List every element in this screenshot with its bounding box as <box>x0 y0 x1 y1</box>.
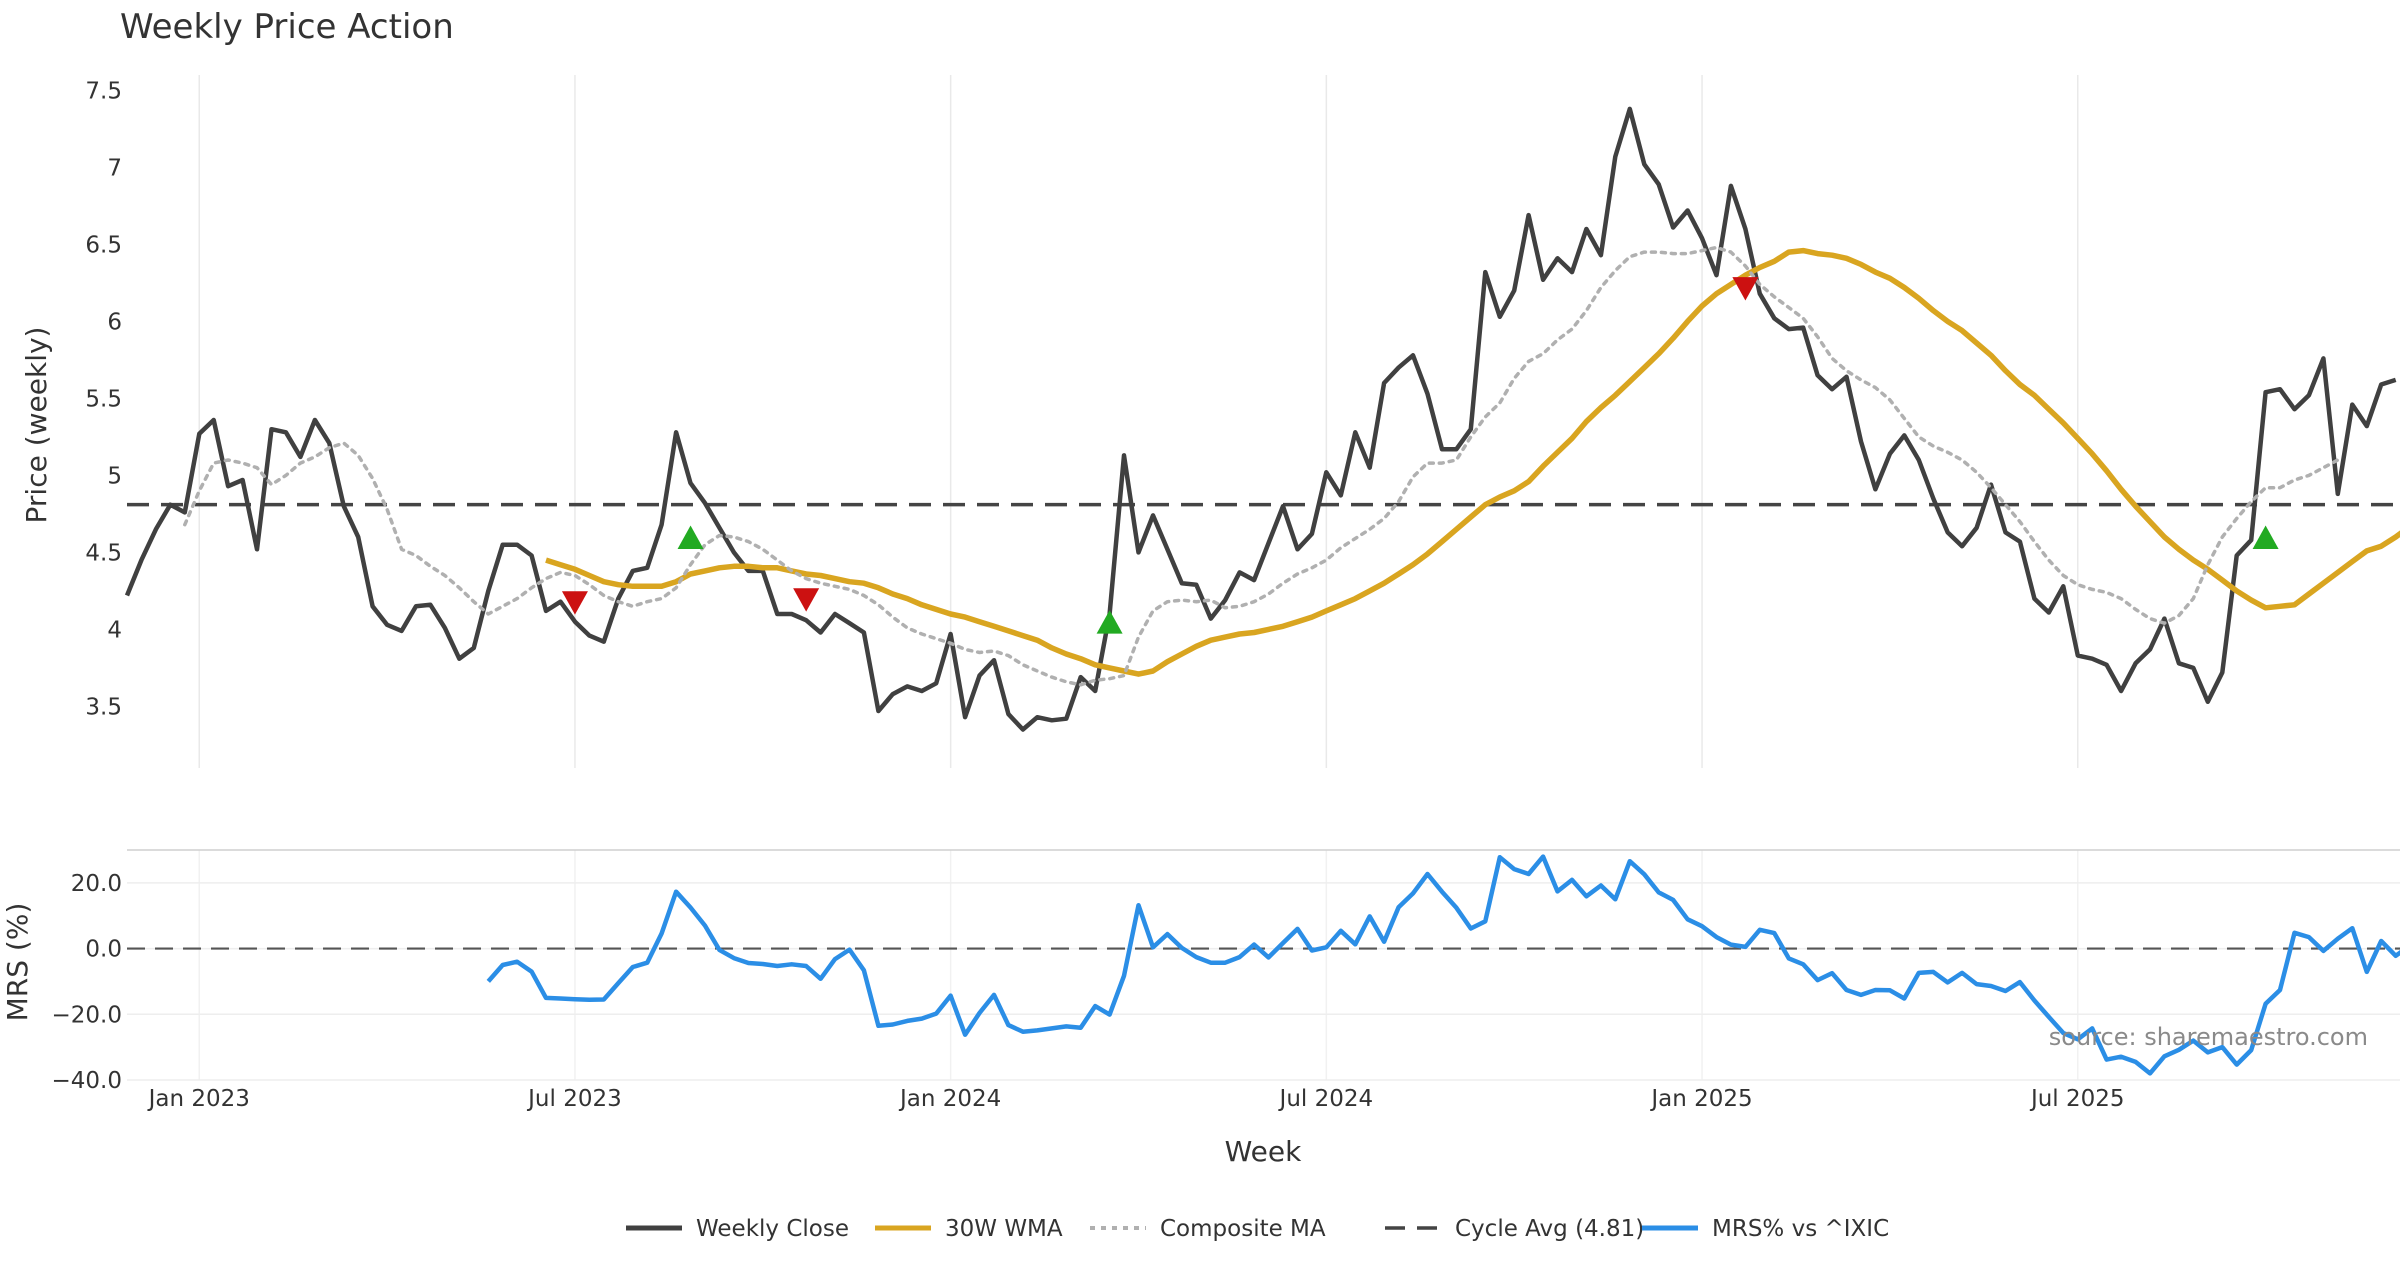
series-line-30w-wma <box>545 247 2400 677</box>
legend-entry: MRS% vs ^IXIC <box>1642 1216 1889 1242</box>
buy-signal-marker <box>677 525 704 549</box>
legend-entry: Composite MA <box>1090 1216 1326 1242</box>
price-y-tick-label: 6.5 <box>85 232 122 258</box>
buy-signal-marker <box>2252 525 2279 549</box>
series-line-weekly-close <box>124 106 2397 732</box>
legend-entry: 30W WMA <box>875 1216 1063 1242</box>
mrs-y-tick-label: 20.0 <box>71 871 122 897</box>
chart-title: Weekly Price Action <box>120 7 454 47</box>
mrs-y-tick-label: −40.0 <box>52 1068 122 1094</box>
legend-label: 30W WMA <box>945 1216 1063 1242</box>
x-tick-label: Jan 2023 <box>147 1086 250 1112</box>
legend-entry: Weekly Close <box>626 1216 849 1242</box>
price-y-tick-label: 4.5 <box>85 540 122 566</box>
price-y-tick-label: 3.5 <box>85 694 122 720</box>
price-y-tick-label: 4 <box>107 617 122 643</box>
series-line-composite-ma <box>183 245 2340 687</box>
sell-signal-marker <box>561 591 588 615</box>
price-y-tick-label: 5 <box>107 463 122 489</box>
series-layer <box>124 106 2400 1076</box>
grid-layer <box>127 75 2400 1081</box>
legend-label: Cycle Avg (4.81) <box>1455 1216 1644 1242</box>
source-attribution: source: sharemaestro.com <box>2049 1023 2368 1051</box>
x-tick-label: Jan 2024 <box>898 1086 1001 1112</box>
mrs-y-tick-label: −20.0 <box>52 1002 122 1028</box>
reference-lines <box>127 502 2400 950</box>
legend-label: Composite MA <box>1160 1216 1326 1242</box>
x-tick-label: Jan 2025 <box>1649 1086 1752 1112</box>
price-axis-title: Price (weekly) <box>20 327 53 524</box>
legend: Weekly Close 30W WMA Composite MA Cycle Avg… <box>626 1216 1889 1242</box>
price-y-tick-label: 7 <box>107 155 122 181</box>
legend-label: Weekly Close <box>696 1216 849 1242</box>
series-line-mrs-vs-ixic <box>486 854 2400 1076</box>
x-tick-label: Jul 2023 <box>526 1086 622 1112</box>
price-y-tick-label: 7.5 <box>85 78 122 104</box>
buy-signal-marker <box>1096 610 1123 634</box>
x-tick-label: Jul 2024 <box>1278 1086 1374 1112</box>
legend-label: MRS% vs ^IXIC <box>1712 1216 1889 1242</box>
signal-markers <box>561 277 2279 634</box>
legend-entry: Cycle Avg (4.81) <box>1385 1216 1644 1242</box>
mrs-axis-title: MRS (%) <box>1 903 34 1022</box>
sell-signal-marker <box>793 588 820 612</box>
price-y-tick-label: 6 <box>107 309 122 335</box>
x-axis-title: Week <box>1225 1135 1302 1168</box>
price-y-tick-label: 5.5 <box>85 386 122 412</box>
x-tick-label: Jul 2025 <box>2029 1086 2125 1112</box>
axis-labels: Jan 2023 Jul 2023 Jan 2024 Jul 2024 Jan 2025… <box>52 78 2125 1112</box>
sell-signal-marker <box>1732 277 1759 301</box>
mrs-y-tick-label: 0.0 <box>85 937 122 963</box>
